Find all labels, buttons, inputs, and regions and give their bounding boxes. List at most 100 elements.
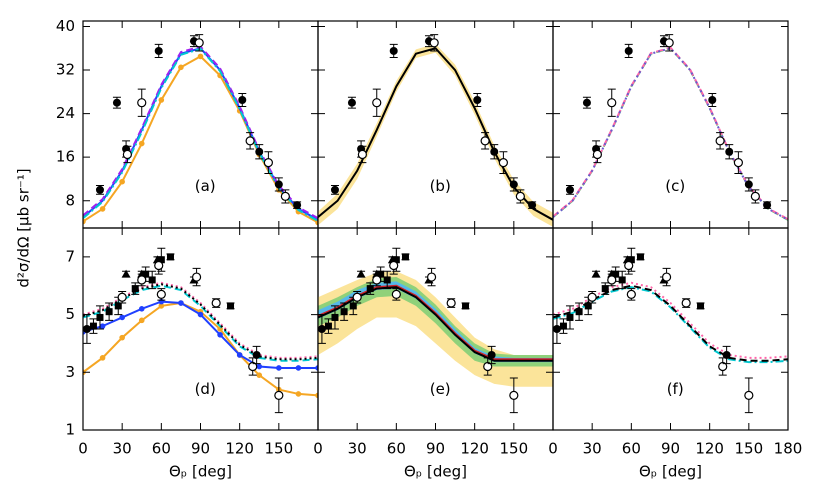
- data-point: [263, 158, 273, 168]
- y-tick-label: 5: [65, 305, 75, 323]
- panel: [553, 34, 788, 221]
- data-point: [255, 147, 264, 156]
- curve-marker: [295, 391, 302, 397]
- curve-marker: [119, 314, 125, 321]
- data-point: [238, 95, 247, 104]
- data-point: [121, 269, 131, 278]
- data-point: [274, 390, 284, 400]
- curve-marker: [99, 206, 106, 212]
- curve: [83, 283, 318, 361]
- x-tick-label: 120: [460, 440, 489, 458]
- x-axis-label: Θₚ [deg]: [404, 463, 467, 481]
- data-point: [490, 147, 499, 156]
- data-point: [83, 325, 91, 333]
- curve-marker: [99, 355, 106, 361]
- data-point: [744, 390, 754, 400]
- data-point: [248, 361, 258, 372]
- data-point: [528, 201, 537, 210]
- data-point: [446, 298, 456, 308]
- data-point: [391, 289, 401, 299]
- x-tick-label: 30: [348, 440, 367, 458]
- data-point: [722, 350, 731, 359]
- data-point: [725, 147, 734, 156]
- data-point: [211, 298, 221, 308]
- data-point: [559, 322, 567, 330]
- data-point: [372, 275, 382, 285]
- y-axis-label: d²σ/dΩ [μb sr⁻¹]: [15, 168, 33, 287]
- data-point: [137, 275, 147, 285]
- curve-marker: [295, 365, 302, 371]
- panel-label: (c): [665, 177, 685, 195]
- data-point: [601, 285, 609, 293]
- data-point: [487, 350, 496, 359]
- data-point: [750, 191, 760, 202]
- y-tick-label: 7: [65, 247, 75, 265]
- x-tick-label: 60: [387, 440, 406, 458]
- data-point: [227, 302, 235, 310]
- data-point: [117, 292, 127, 302]
- panel-label: (b): [430, 177, 451, 195]
- data-point: [681, 298, 691, 308]
- y-tick-label: 24: [56, 104, 75, 122]
- x-tick-label: 90: [426, 440, 445, 458]
- data-point: [636, 253, 644, 261]
- curve-marker: [256, 372, 263, 378]
- curve: [553, 47, 788, 221]
- data-point: [426, 272, 437, 282]
- data-point: [166, 253, 174, 261]
- curve-marker: [315, 392, 318, 399]
- curve-marker: [178, 64, 184, 71]
- data-point: [154, 46, 163, 55]
- panel: [318, 34, 553, 227]
- data-point: [122, 149, 132, 160]
- curve-marker: [158, 303, 165, 309]
- data-point: [191, 272, 202, 282]
- curve-marker: [236, 352, 243, 358]
- data-point: [95, 185, 104, 194]
- data-point: [389, 46, 398, 55]
- data-point: [401, 253, 409, 261]
- curve-marker: [276, 365, 282, 371]
- curve-marker: [315, 365, 318, 371]
- y-tick-label: 1: [65, 421, 75, 439]
- data-point: [96, 313, 104, 321]
- curve-marker: [217, 331, 223, 338]
- curve-marker: [178, 300, 184, 306]
- data-point: [584, 302, 592, 310]
- panel: [318, 247, 553, 414]
- data-point: [509, 180, 518, 189]
- data-point: [252, 350, 261, 359]
- curve-marker: [197, 311, 204, 318]
- panel: [553, 247, 788, 414]
- data-point: [718, 361, 728, 372]
- x-axis-label: Θₚ [deg]: [169, 463, 232, 481]
- panel-label: (e): [430, 380, 451, 398]
- data-point: [515, 191, 525, 202]
- data-point: [352, 292, 362, 302]
- data-point: [587, 292, 597, 302]
- curve: [553, 281, 788, 359]
- data-point: [509, 390, 519, 400]
- data-point: [392, 256, 400, 264]
- data-point: [607, 98, 617, 108]
- data-point: [744, 180, 753, 189]
- data-point: [697, 302, 705, 310]
- data-point: [148, 276, 156, 284]
- data-point: [661, 272, 672, 282]
- data-point: [553, 325, 561, 333]
- data-point: [763, 201, 772, 210]
- data-point: [356, 269, 366, 278]
- data-point: [157, 256, 165, 264]
- data-point: [340, 308, 348, 316]
- y-tick-label: 16: [56, 148, 75, 166]
- data-point: [112, 98, 121, 107]
- data-point: [429, 38, 439, 48]
- x-tick-label: 30: [583, 440, 602, 458]
- x-tick-label: 150: [735, 440, 764, 458]
- data-point: [357, 149, 367, 160]
- data-point: [330, 185, 339, 194]
- data-point: [715, 136, 725, 146]
- data-point: [114, 302, 122, 310]
- data-point: [383, 276, 391, 284]
